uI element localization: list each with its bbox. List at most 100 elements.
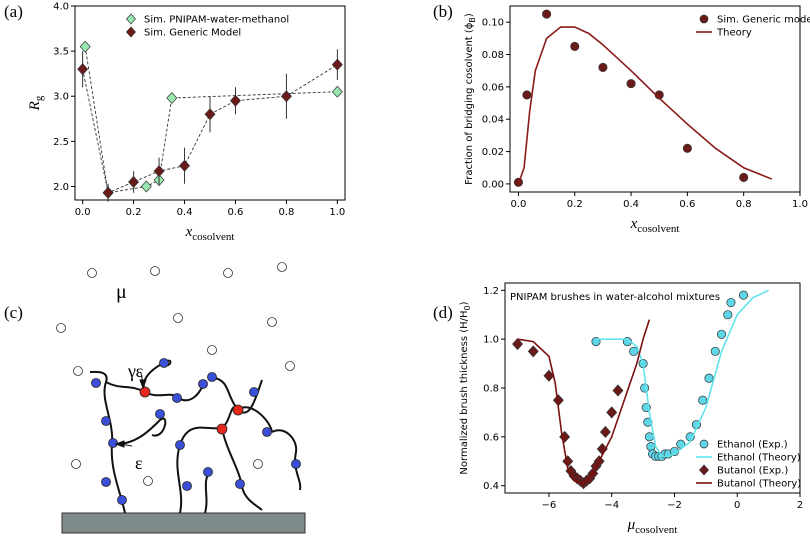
- x-axis-label-main: μ: [627, 517, 636, 533]
- x-tick-label: 2: [797, 500, 803, 511]
- legend-label: Butanol (Exp.): [717, 466, 788, 477]
- legend-label: Theory: [716, 28, 752, 39]
- polymer-chains: [89, 359, 302, 514]
- x-tick-label: 0.2: [126, 207, 142, 218]
- plot-frame: [509, 5, 801, 193]
- y-axis-label-main: Normalized brush thickness (H/H: [459, 310, 470, 474]
- y-tick-label: 3.5: [53, 47, 69, 58]
- x-tick-label: 1.0: [329, 207, 345, 218]
- y-axis-label: Fraction of bridging cosolvent (ϕB): [464, 13, 477, 185]
- y-tick-label: 0.10: [482, 18, 504, 29]
- x-axis-label: xcosolvent: [630, 216, 680, 235]
- y-axis-label: Rg: [27, 95, 45, 111]
- panel-label: (a): [4, 2, 23, 21]
- x-tick-label: 0.4: [623, 199, 639, 210]
- y-tick-label: 0.04: [482, 115, 504, 126]
- gamma-epsilon-label: γε: [127, 361, 144, 381]
- y-tick-label: 1.0: [483, 335, 499, 346]
- y-tick-label: 0.08: [482, 50, 504, 61]
- data-point: [598, 62, 608, 73]
- data-line: [596, 289, 769, 458]
- y-tick-label: 0.02: [482, 147, 504, 158]
- data-point: [140, 180, 152, 193]
- data-point: [738, 290, 749, 300]
- data-point: [629, 346, 639, 356]
- data-point: [512, 338, 524, 351]
- legend-label: Butanol (Theory): [717, 479, 801, 490]
- mu-label: μ: [116, 281, 127, 303]
- legend-swatch: [699, 464, 709, 476]
- legend-swatch: [126, 26, 136, 38]
- y-axis-label-sub: g: [33, 95, 45, 101]
- data-point: [331, 85, 343, 98]
- epsilon-label: ε: [135, 453, 143, 473]
- panel-label: (c): [4, 303, 23, 322]
- data-point: [626, 79, 636, 89]
- data-point: [640, 383, 650, 393]
- y-axis-label: Normalized brush thickness (H/H0): [459, 301, 472, 474]
- x-tick-label: 0.2: [567, 199, 583, 210]
- data-point: [739, 172, 749, 182]
- legend-label: Ethanol (Theory): [717, 453, 801, 464]
- x-axis-label-sub: cosolvent: [637, 223, 679, 235]
- data-point: [331, 58, 343, 71]
- y-axis-label-end: ): [464, 13, 475, 17]
- legend-label: Sim. Generic model: [717, 15, 810, 26]
- x-tick-label: 0.6: [679, 199, 695, 210]
- x-tick-label: 1.0: [792, 199, 808, 210]
- data-point: [77, 63, 89, 76]
- y-tick-label: 2.0: [53, 182, 69, 193]
- data-point: [643, 417, 653, 427]
- legend-label: Ethanol (Exp.): [717, 440, 788, 451]
- y-tick-label: 1.2: [483, 286, 499, 297]
- legend-swatch: [126, 13, 136, 25]
- y-tick-label: 3.0: [53, 92, 69, 103]
- beads: [91, 358, 301, 505]
- data-point: [726, 297, 736, 308]
- data-point: [542, 9, 552, 19]
- data-point: [612, 384, 624, 397]
- y-tick-label: 0.06: [482, 82, 504, 93]
- y-tick-label: 0.8: [483, 384, 499, 395]
- x-axis-label: xcosolvent: [185, 224, 235, 243]
- x-axis-label-main: x: [185, 224, 193, 240]
- data-point: [682, 143, 692, 153]
- data-point: [716, 329, 727, 339]
- y-axis-label-sub: 0: [463, 305, 472, 310]
- y-tick-label: 4.0: [53, 2, 69, 13]
- data-point: [570, 41, 580, 51]
- data-point: [102, 186, 114, 199]
- data-line: [517, 26, 773, 185]
- panel-label: (b): [433, 2, 453, 21]
- y-axis-label-end: ): [459, 301, 470, 305]
- x-tick-label: 0.0: [510, 199, 526, 210]
- data-point: [710, 346, 720, 356]
- annotation: PNIPAM brushes in water-alcohol mixtures: [510, 292, 720, 303]
- x-tick-label: 0.8: [278, 207, 294, 218]
- legend-label: Sim. PNIPAM-water-methanol: [144, 15, 289, 26]
- connector-line: [84, 46, 338, 194]
- data-point: [704, 373, 714, 383]
- y-tick-label: 0.4: [483, 481, 499, 492]
- data-point: [723, 310, 733, 320]
- data-point: [128, 175, 140, 188]
- data-point: [179, 159, 191, 172]
- x-tick-label: 0: [734, 500, 740, 511]
- data-point: [153, 165, 165, 178]
- x-tick-label: 0.4: [177, 207, 193, 218]
- y-axis-label-sub: B: [468, 17, 477, 23]
- x-tick-label: 0.8: [736, 199, 752, 210]
- data-line: [517, 319, 651, 485]
- y-tick-label: 2.5: [53, 137, 69, 148]
- panel-label: (d): [433, 303, 453, 322]
- data-point: [698, 395, 708, 405]
- x-tick-label: −4: [604, 500, 619, 511]
- legend-swatch: [699, 14, 709, 24]
- data-point: [166, 92, 178, 105]
- y-tick-label: 0.00: [482, 179, 504, 190]
- x-tick-label: 0.6: [228, 207, 244, 218]
- y-axis-label-main: R: [27, 101, 43, 111]
- x-axis-label-main: x: [630, 216, 638, 232]
- data-point: [527, 345, 539, 358]
